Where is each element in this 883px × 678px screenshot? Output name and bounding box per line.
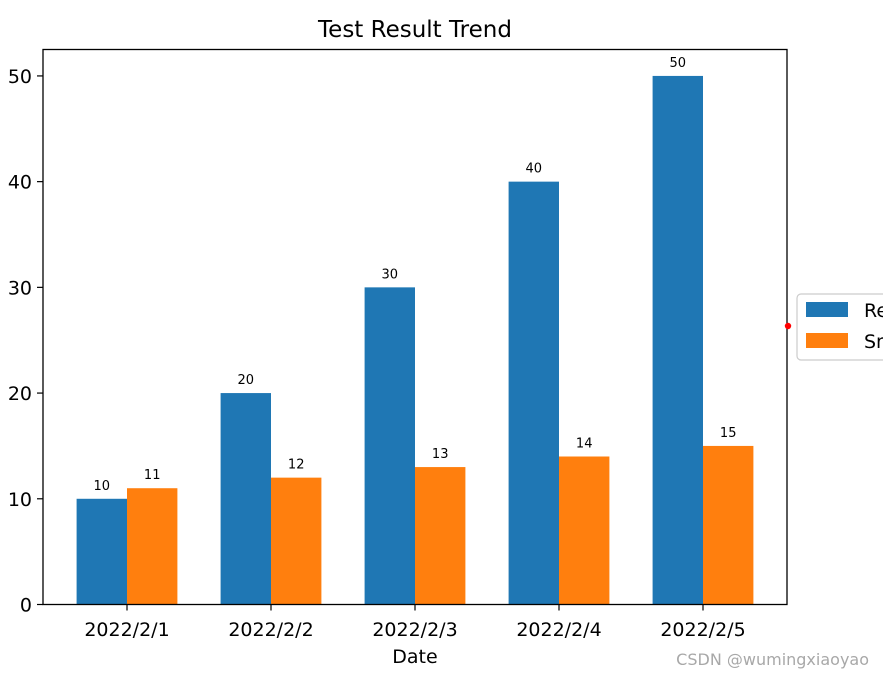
bar-series-2-1 (127, 488, 178, 605)
bar-series-1-3 (364, 287, 415, 605)
bar-value-label: 14 (576, 437, 593, 452)
chart-title: Test Result Trend (317, 17, 512, 43)
bar-value-label: 30 (382, 267, 399, 282)
red-dot-marker (784, 322, 792, 330)
bar-series-2-3 (415, 467, 466, 605)
y-axis: 0 10 20 30 40 50 (8, 66, 43, 617)
x-tick-label: 2022/2/5 (660, 619, 745, 641)
bar-value-label: 15 (720, 426, 737, 441)
bars-layer (76, 75, 754, 605)
bar-series-2-5 (703, 445, 754, 605)
bar-series-1-4 (508, 181, 559, 605)
y-tick-label: 10 (8, 489, 32, 511)
bar-value-label: 40 (526, 162, 543, 177)
y-tick-label: 0 (20, 595, 32, 617)
bar-series-1-2 (220, 393, 271, 605)
x-tick-label: 2022/2/2 (228, 619, 313, 641)
bar-value-label: 12 (288, 458, 305, 473)
legend-swatch (806, 302, 848, 317)
legend-label: Re (864, 300, 883, 322)
bar-value-label: 13 (432, 447, 449, 462)
x-axis: 2022/2/1 2022/2/2 2022/2/3 2022/2/4 2022/2/5 (84, 604, 746, 641)
y-tick-label: 40 (8, 172, 32, 194)
bar-value-label: 10 (94, 479, 111, 494)
bar-series-2-4 (559, 456, 610, 605)
x-tick-label: 2022/2/4 (516, 619, 601, 641)
bar-series-2-2 (271, 477, 322, 605)
bar-series-1-1 (76, 498, 127, 605)
bar-value-label: 20 (238, 373, 255, 388)
legend: Re Sm (796, 293, 883, 361)
y-tick-label: 20 (8, 383, 32, 405)
x-axis-label: Date (392, 646, 437, 668)
x-tick-label: 2022/2/1 (84, 619, 169, 641)
legend-swatch (806, 333, 848, 348)
bar-labels-layer: 10 11 20 12 30 13 40 14 50 15 (94, 56, 737, 494)
x-tick-label: 2022/2/3 (372, 619, 457, 641)
legend-label: Sm (864, 331, 883, 353)
y-tick-label: 50 (8, 66, 32, 88)
watermark-text: CSDN @wumingxiaoyao (676, 650, 869, 669)
y-tick-label: 30 (8, 277, 32, 299)
bar-value-label: 50 (670, 56, 687, 71)
bar-series-1-5 (652, 75, 703, 605)
bar-value-label: 11 (144, 468, 161, 483)
